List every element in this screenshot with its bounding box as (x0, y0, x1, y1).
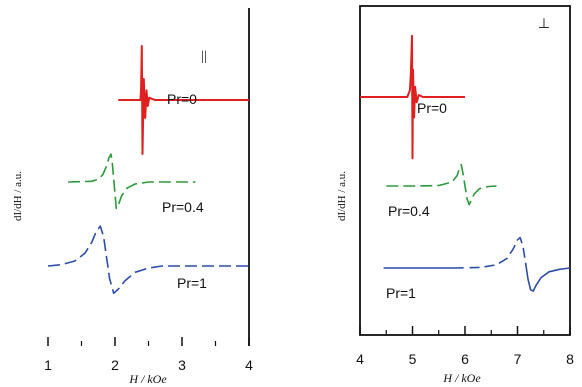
left-series-0-trace (118, 45, 249, 155)
right-tick-label-0: 4 (356, 351, 364, 367)
right-series-2-label: Pr=1 (386, 285, 416, 301)
right-series-2-trace (383, 236, 571, 292)
left-series-2-label: Pr=1 (177, 275, 207, 291)
right-xlabel: H / kOe (442, 371, 481, 385)
right-series-labels: Pr=0 Pr=0.4 Pr=1 (386, 100, 447, 301)
left-x-ticks: 1 2 3 4 (44, 337, 253, 373)
left-series-labels: Pr=0 Pr=0.4 Pr=1 (162, 91, 207, 291)
right-series-0-label: Pr=0 (417, 100, 447, 116)
left-xlabel: H / kOe (128, 372, 167, 386)
left-orientation-label: || (201, 49, 207, 64)
right-ylabel: dI/dH / a.u. (336, 171, 348, 221)
left-series-2-trace (47, 225, 249, 295)
right-series-1-label: Pr=0.4 (388, 203, 430, 219)
left-tick-label-2: 3 (178, 357, 186, 373)
left-series-group (47, 45, 249, 295)
left-series-1-label: Pr=0.4 (162, 199, 204, 215)
right-series-group (360, 34, 571, 292)
right-tick-label-4: 8 (566, 351, 574, 367)
right-x-ticks: 4 5 6 7 8 (356, 326, 574, 367)
right-tick-label-1: 5 (409, 351, 417, 367)
left-tick-label-0: 1 (44, 357, 52, 373)
right-series-1-trace (386, 163, 497, 206)
left-series-0-label: Pr=0 (167, 91, 197, 107)
right-series-0-trace (360, 34, 465, 160)
left-tick-label-1: 2 (111, 357, 119, 373)
left-tick-label-3: 4 (245, 357, 253, 373)
right-tick-label-3: 7 (514, 351, 522, 367)
left-series-1-trace (68, 153, 196, 210)
left-ylabel: dI/dH / a.u. (12, 171, 24, 221)
right-tick-label-2: 6 (461, 351, 469, 367)
right-orientation-label: ⊥ (538, 17, 550, 32)
